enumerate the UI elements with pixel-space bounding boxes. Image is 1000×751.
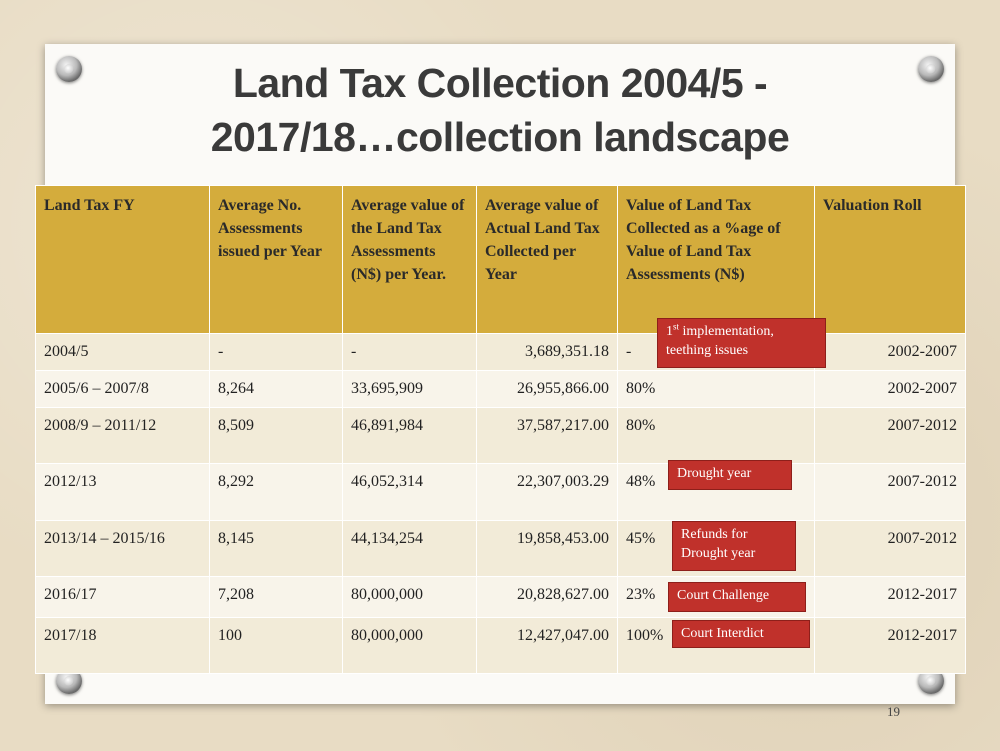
note-refunds-drought-text: Refunds for Drought year <box>681 527 756 561</box>
table-row: 2004/5 - - 3,689,351.18 - 2002-2007 <box>35 333 966 371</box>
cell-percentage: 80% <box>617 407 815 464</box>
cell-assessment-value: 46,891,984 <box>342 407 477 464</box>
slide-title: Land Tax Collection 2004/5 - 2017/18…col… <box>45 56 955 164</box>
table-row: 2005/6 – 2007/8 8,264 33,695,909 26,955,… <box>35 370 966 408</box>
top-left-pin-icon <box>56 56 82 82</box>
cell-fy: 2008/9 – 2011/12 <box>35 407 210 464</box>
cell-valuation-roll: 2002-2007 <box>814 370 966 408</box>
cell-valuation-roll: 2007-2012 <box>814 520 966 577</box>
note-court-challenge-text: Court Challenge <box>677 588 770 603</box>
cell-fy: 2005/6 – 2007/8 <box>35 370 210 408</box>
cell-valuation-roll: 2012-2017 <box>814 576 966 618</box>
cell-fy: 2017/18 <box>35 617 210 674</box>
cell-fy: 2013/14 – 2015/16 <box>35 520 210 577</box>
header-land-tax-fy: Land Tax FY <box>35 185 210 334</box>
table-row: 2016/17 7,208 80,000,000 20,828,627.00 2… <box>35 576 966 618</box>
cell-assessments: 8,509 <box>209 407 343 464</box>
cell-fy: 2016/17 <box>35 576 210 618</box>
cell-assessment-value: 80,000,000 <box>342 617 477 674</box>
cell-assessments: 8,264 <box>209 370 343 408</box>
note-first-implementation-num: 1 <box>666 324 673 339</box>
slide-title-line1: Land Tax Collection 2004/5 - <box>232 60 768 106</box>
land-tax-table: Land Tax FY Average No. Assessments issu… <box>35 185 966 674</box>
note-first-implementation-sup: st <box>673 321 680 332</box>
cell-valuation-roll: 2007-2012 <box>814 463 966 521</box>
cell-fy: 2004/5 <box>35 333 210 371</box>
cell-valuation-roll: 2002-2007 <box>814 333 966 371</box>
cell-assessment-value: 80,000,000 <box>342 576 477 618</box>
cell-collected: 20,828,627.00 <box>476 576 618 618</box>
cell-assessment-value: 46,052,314 <box>342 463 477 521</box>
cell-collected: 19,858,453.00 <box>476 520 618 577</box>
note-drought-year-text: Drought year <box>677 466 752 481</box>
table-row: 2008/9 – 2011/12 8,509 46,891,984 37,587… <box>35 407 966 464</box>
cell-assessments: 8,145 <box>209 520 343 577</box>
cell-assessment-value: 33,695,909 <box>342 370 477 408</box>
cell-collected: 26,955,866.00 <box>476 370 618 408</box>
cell-assessments: 8,292 <box>209 463 343 521</box>
cell-assessment-value: 44,134,254 <box>342 520 477 577</box>
cell-assessments: - <box>209 333 343 371</box>
page-number: 19 <box>887 704 900 719</box>
note-court-interdict-text: Court Interdict <box>681 626 764 641</box>
cell-valuation-roll: 2012-2017 <box>814 617 966 674</box>
cell-assessments: 100 <box>209 617 343 674</box>
cell-collected: 12,427,047.00 <box>476 617 618 674</box>
note-court-challenge: Court Challenge <box>668 582 806 612</box>
note-refunds-drought: Refunds for Drought year <box>672 521 796 571</box>
header-avg-assessments: Average No. Assessments issued per Year <box>209 185 343 334</box>
table-header-row: Land Tax FY Average No. Assessments issu… <box>35 185 966 334</box>
note-first-implementation-text: implementation, teething issues <box>666 324 774 358</box>
cell-collected: 3,689,351.18 <box>476 333 618 371</box>
cell-percentage: 80% <box>617 370 815 408</box>
table-row: 2017/18 100 80,000,000 12,427,047.00 100… <box>35 617 966 674</box>
slide-title-line2: 2017/18…collection landscape <box>210 114 790 160</box>
cell-valuation-roll: 2007-2012 <box>814 407 966 464</box>
table-row: 2012/13 8,292 46,052,314 22,307,003.29 4… <box>35 463 966 521</box>
note-drought-year: Drought year <box>668 460 792 490</box>
note-court-interdict: Court Interdict <box>672 620 810 648</box>
cell-assessments: 7,208 <box>209 576 343 618</box>
cell-fy: 2012/13 <box>35 463 210 521</box>
header-valuation-roll: Valuation Roll <box>814 185 966 334</box>
top-right-pin-icon <box>918 56 944 82</box>
header-avg-collected: Average value of Actual Land Tax Collect… <box>476 185 618 334</box>
cell-assessment-value: - <box>342 333 477 371</box>
note-first-implementation: 1st implementation, teething issues <box>657 318 826 368</box>
header-avg-assessment-value: Average value of the Land Tax Assessment… <box>342 185 477 334</box>
table-row: 2013/14 – 2015/16 8,145 44,134,254 19,85… <box>35 520 966 577</box>
header-collected-percentage: Value of Land Tax Collected as a %age of… <box>617 185 815 334</box>
cell-collected: 37,587,217.00 <box>476 407 618 464</box>
cell-collected: 22,307,003.29 <box>476 463 618 521</box>
